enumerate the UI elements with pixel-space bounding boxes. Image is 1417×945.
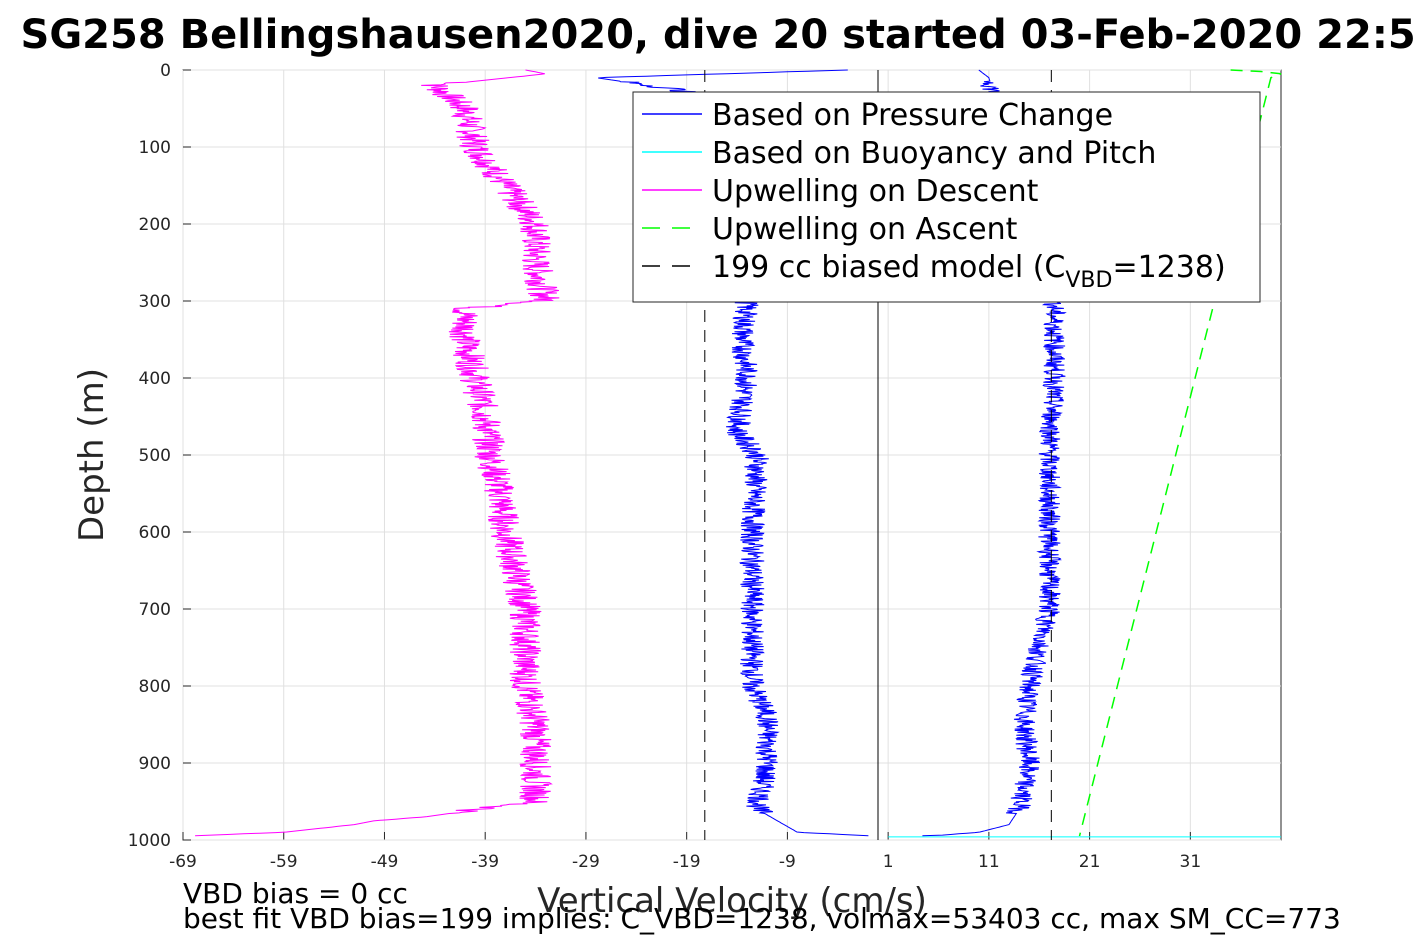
y-tick-label: 800 — [139, 677, 171, 697]
x-tick-label: -59 — [270, 852, 298, 872]
x-tick-label: 21 — [1079, 852, 1101, 872]
x-tick-label: -49 — [371, 852, 399, 872]
legend-label: Based on Buoyancy and Pitch — [712, 136, 1156, 171]
y-tick-label: 600 — [139, 523, 171, 543]
legend-box — [632, 91, 1261, 303]
y-tick-label: 500 — [139, 446, 171, 466]
x-tick-label: -69 — [169, 852, 197, 872]
y-tick-label: 200 — [139, 215, 171, 235]
y-axis-label: Depth (m) — [72, 368, 112, 542]
y-tick-label: 900 — [139, 754, 171, 774]
y-tick-label: 100 — [139, 138, 171, 158]
x-tick-label: -29 — [572, 852, 600, 872]
x-tick-label: -9 — [779, 852, 796, 872]
legend-label: Upwelling on Descent — [712, 174, 1039, 209]
best-fit-annotation: best fit VBD bias=199 implies: C_VBD=123… — [183, 902, 1341, 935]
chart-title: SG258 Bellingshausen2020, dive 20 starte… — [21, 12, 1417, 58]
series-upwelling-ascent — [1078, 69, 1282, 837]
vbd-bias-annotation: VBD bias = 0 cc — [183, 877, 408, 910]
series-upwelling-descent — [195, 69, 560, 837]
x-tick-label: -19 — [673, 852, 701, 872]
y-tick-label: 700 — [139, 600, 171, 620]
y-tick-label: 1000 — [128, 831, 171, 851]
legend-label: 199 cc biased model (CVBD=1238) — [712, 250, 1226, 293]
y-tick-label: 300 — [139, 292, 171, 312]
y-tick-labels: 0 100 200 300 400 500 600 700 800 900 1000 — [128, 61, 171, 851]
x-tick-labels: -69 -59 -49 -39 -29 -19 -9 1 11 21 31 — [169, 852, 1201, 872]
legend-label: Based on Pressure Change — [712, 98, 1113, 133]
x-tick-label: 11 — [978, 852, 1000, 872]
x-axis-label: Vertical Velocity (cm/s) — [537, 881, 927, 921]
y-tick-label: 0 — [160, 61, 171, 81]
x-tick-label: 31 — [1180, 852, 1202, 872]
y-tick-label: 400 — [139, 369, 171, 389]
x-tick-label: 1 — [883, 852, 894, 872]
x-tick-label: -39 — [471, 852, 499, 872]
legend-label: Upwelling on Ascent — [712, 212, 1018, 247]
